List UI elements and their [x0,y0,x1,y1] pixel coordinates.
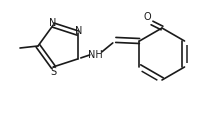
Text: N: N [49,17,56,27]
Text: NH: NH [88,49,103,59]
Text: S: S [50,67,56,77]
Text: O: O [143,12,151,22]
Text: N: N [75,25,83,35]
